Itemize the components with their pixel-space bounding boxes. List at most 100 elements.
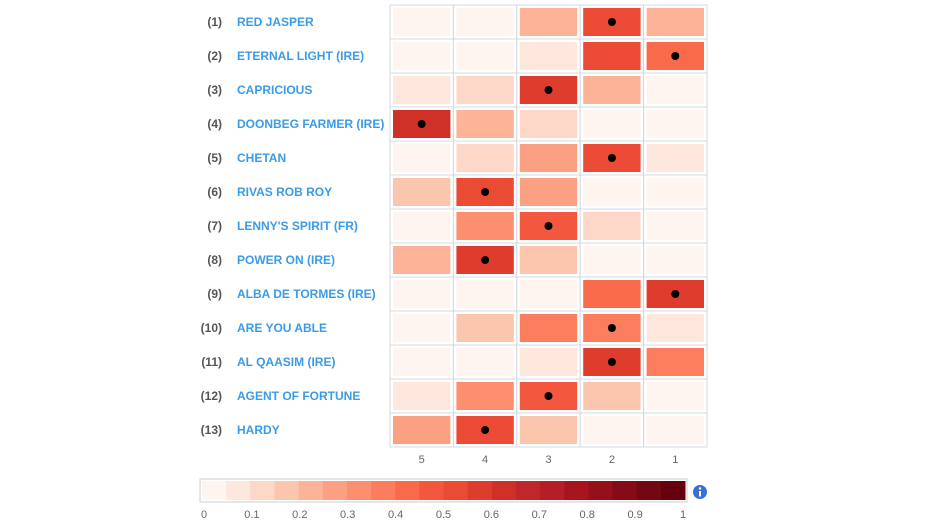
heatmap-cell[interactable] [646,144,704,172]
heatmap-cell[interactable] [583,110,641,138]
info-icon-bar [699,491,701,497]
heatmap-cell[interactable] [583,178,641,206]
heatmap-cell[interactable] [583,280,641,308]
heatmap-cell[interactable] [393,42,451,70]
heatmap-cell[interactable] [646,246,704,274]
legend-swatch [636,481,662,500]
heatmap-cell[interactable] [583,76,641,104]
runner-name-link[interactable]: HARDY [237,423,280,437]
heatmap-cell[interactable] [583,246,641,274]
heatmap-cell[interactable] [393,8,451,36]
heatmap-cell[interactable] [393,280,451,308]
runner-name-link[interactable]: ARE YOU ABLE [237,321,327,335]
heatmap-cell[interactable] [519,42,578,70]
heatmap-cell[interactable] [393,348,451,376]
row-number: (4) [207,117,222,131]
heatmap-cell[interactable] [583,382,641,410]
result-dot [607,358,616,366]
heatmap-cell[interactable] [646,348,704,376]
heatmap-cell[interactable] [519,178,578,206]
heatmap-cell[interactable] [519,110,578,138]
heatmap-cell[interactable] [456,144,514,172]
runner-name-link[interactable]: RED JASPER [237,15,314,29]
heatmap-cell[interactable] [646,416,704,444]
legend-tick-label: 0.5 [436,509,451,521]
runner-name-link[interactable]: AGENT OF FORTUNE [237,389,360,403]
heatmap-cell[interactable] [519,8,578,36]
heatmap-cell[interactable] [583,416,641,444]
legend-swatch [346,481,372,500]
heatmap-cell[interactable] [456,42,514,70]
legend-tick-label: 0.8 [580,509,595,521]
row-number: (5) [207,151,222,165]
heatmap-cell[interactable] [393,246,451,274]
runner-name-link[interactable]: CAPRICIOUS [237,83,312,97]
legend-swatch [298,481,324,500]
legend-swatch [419,481,444,500]
heatmap-cell[interactable] [519,144,578,172]
result-dot [544,222,553,230]
heatmap-cell[interactable] [393,314,451,342]
row-number: (12) [201,389,222,403]
heatmap-cell[interactable] [646,178,704,206]
legend-swatch [274,481,300,500]
legend-swatch [491,481,517,500]
heatmap-cell[interactable] [393,416,451,444]
result-dot [544,86,553,94]
heatmap-cell[interactable] [519,246,578,274]
legend-tick-label: 0.4 [388,509,403,521]
result-dot [481,256,490,264]
row-number: (6) [207,185,222,199]
heatmap-cell[interactable] [456,314,514,342]
runner-name-link[interactable]: ALBA DE TORMES (IRE) [237,287,376,301]
legend-swatch [202,481,227,500]
heatmap-cell[interactable] [646,212,704,240]
legend-swatch [443,481,469,500]
runner-name-link[interactable]: POWER ON (IRE) [237,253,335,267]
heatmap-cell[interactable] [456,212,514,240]
result-dot [607,154,616,162]
heatmap-cell[interactable] [519,314,578,342]
heatmap-cell[interactable] [393,382,451,410]
heatmap-cell[interactable] [456,76,514,104]
runner-name-link[interactable]: AL QAASIM (IRE) [237,355,335,369]
heatmap-cell[interactable] [456,110,514,138]
runner-name-link[interactable]: CHETAN [237,151,286,165]
heatmap-cell[interactable] [583,42,641,70]
heatmap-cell[interactable] [393,178,451,206]
heatmap-cell[interactable] [646,8,704,36]
heatmap-cell[interactable] [519,348,578,376]
result-dot [671,52,680,60]
heatmap-cell[interactable] [456,348,514,376]
heatmap-cell[interactable] [393,144,451,172]
heatmap-cell[interactable] [456,382,514,410]
legend-tick-label: 0.1 [244,509,259,521]
runner-name-link[interactable]: LENNY'S SPIRIT (FR) [237,219,358,233]
legend-tick-label: 0.9 [627,509,642,521]
heatmap-cell[interactable] [646,314,704,342]
heatmap-cell[interactable] [519,416,578,444]
heatmap-cell[interactable] [393,76,451,104]
row-number: (8) [207,253,222,267]
row-number: (2) [207,49,222,63]
heatmap-cell[interactable] [646,76,704,104]
runner-name-link[interactable]: RIVAS ROB ROY [237,185,332,199]
legend-swatch [540,481,565,500]
result-dot [544,392,553,400]
legend-swatch [322,481,348,500]
color-legend: 0 0.1 0.2 0.3 0.4 0.5 0.6 0.7 0.8 0.9 1 [199,478,688,521]
heatmap-cell[interactable] [646,110,704,138]
heatmap-cell[interactable] [456,8,514,36]
legend-tick-label: 1 [680,509,686,521]
heatmap-cell[interactable] [583,212,641,240]
heatmap-cell[interactable] [519,280,578,308]
heatmap-cell[interactable] [646,382,704,410]
runner-name-link[interactable]: DOONBEG FARMER (IRE) [237,117,384,131]
x-tick-label: 5 [419,454,425,466]
row-labels: (1) RED JASPER (2) ETERNAL LIGHT (IRE) (3) CA… [201,15,385,437]
heatmap-cell[interactable] [456,280,514,308]
runner-name-link[interactable]: ETERNAL LIGHT (IRE) [237,49,364,63]
x-tick-label: 1 [672,454,678,466]
info-icon[interactable] [693,485,707,499]
heatmap-cell[interactable] [393,212,451,240]
